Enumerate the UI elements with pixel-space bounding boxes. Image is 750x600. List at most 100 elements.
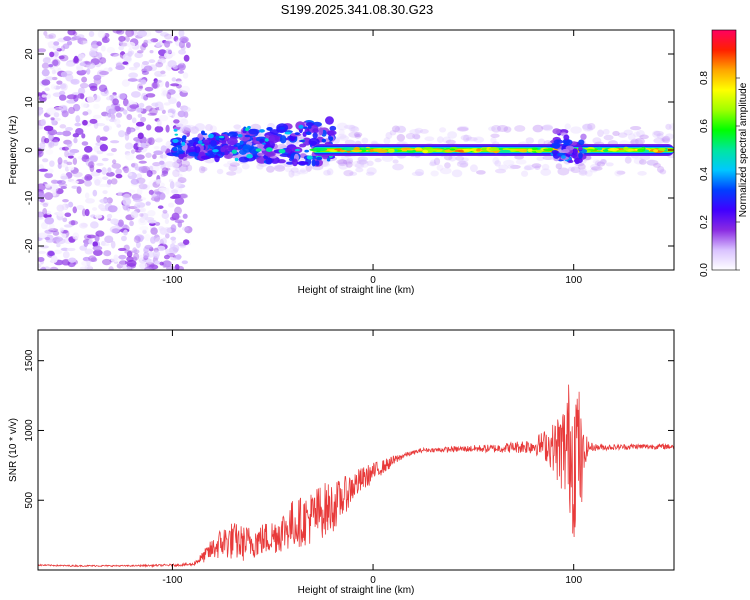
spectrogram-blob — [443, 154, 453, 161]
spectrogram-blob — [662, 135, 671, 144]
spectrogram-blob — [88, 255, 97, 262]
spectrogram-blob — [182, 72, 189, 79]
spectrogram-blob — [139, 213, 144, 217]
spectrogram-blob — [165, 124, 170, 133]
spectrogram-blob — [79, 62, 87, 67]
spectrogram-blob — [136, 187, 143, 196]
spectrogram-blob — [492, 156, 500, 165]
spectrogram-blob — [111, 228, 120, 234]
spectrogram-blob — [140, 79, 147, 85]
spectrogram-blob — [155, 42, 161, 48]
spectrogram-blob — [244, 134, 251, 138]
spectrogram-blob — [175, 145, 183, 148]
spectrogram-blob — [178, 49, 186, 55]
spectrogram-blob — [146, 170, 153, 178]
spectrogram-blob — [84, 61, 92, 65]
spectrogram-blob — [115, 173, 123, 179]
spectrogram-blob — [323, 169, 331, 176]
spectrogram-blob — [590, 163, 601, 171]
spectrogram-blob — [561, 148, 570, 154]
spectrogram-blob — [173, 119, 180, 124]
spectrogram-blob — [101, 167, 107, 175]
spectrogram-blob — [65, 127, 74, 131]
spectrogram-blob — [81, 76, 88, 83]
spectrogram-blob — [392, 163, 404, 171]
spectrogram-blob — [119, 258, 126, 267]
spectrogram-blob — [101, 36, 110, 44]
spectrogram-blob — [107, 217, 112, 222]
spectrogram-blob — [634, 137, 645, 145]
spectrogram-blob — [88, 238, 93, 245]
spectrogram-blob — [153, 145, 160, 150]
spectrogram-blob — [39, 201, 50, 206]
spectrogram-blob — [577, 163, 586, 170]
spectrogram-blob — [118, 35, 126, 42]
spectrogram-blob — [442, 136, 451, 144]
spectrogram-blob — [376, 149, 389, 153]
spectrogram-blob — [130, 162, 139, 169]
spectrogram-blob — [137, 132, 144, 140]
spectrogram-y-tick-label: -20 — [24, 238, 35, 253]
spectrogram-blob — [224, 150, 229, 156]
spectrogram-blob — [162, 260, 172, 268]
spectrogram-blob — [53, 51, 59, 57]
spectrogram-blob — [99, 57, 107, 64]
spectrogram-blob — [357, 156, 366, 162]
spectrogram-y-label: Frequency (Hz) — [8, 116, 19, 185]
spectrogram-blob — [134, 166, 144, 171]
spectrogram-blob — [499, 149, 511, 153]
spectrogram-blob — [148, 180, 157, 188]
spectrogram-blob — [47, 251, 55, 257]
spectrogram-blob — [41, 68, 50, 77]
spectrogram-blob — [503, 159, 515, 166]
spectrogram-blob — [72, 232, 80, 240]
spectrogram-blob — [444, 162, 451, 169]
spectrogram-blob — [139, 207, 147, 213]
spectrogram-blob — [68, 151, 75, 156]
snr-panel: -100 0 100 500 1000 1500 Height of straight … — [8, 329, 675, 596]
spectrogram-blob — [162, 90, 168, 96]
spectrogram-blob — [93, 145, 100, 153]
spectrogram-blob — [659, 169, 667, 175]
spectrogram-blob — [174, 219, 185, 224]
spectrogram-blob — [155, 179, 161, 185]
spectrogram-blob — [356, 159, 368, 165]
spectrogram-blob — [92, 241, 99, 248]
spectrogram-blob — [126, 266, 132, 270]
spectrogram-blob — [57, 180, 66, 185]
spectrogram-blob — [40, 266, 46, 270]
spectrogram-blob — [369, 148, 374, 153]
spectrogram-blob — [128, 72, 139, 79]
spectrogram-blob — [514, 125, 526, 132]
spectrogram-blob — [412, 133, 421, 140]
snr-frame — [37, 329, 675, 571]
spectrogram-blob — [307, 124, 312, 129]
spectrogram-blob — [366, 160, 374, 167]
spectrogram-blob — [578, 169, 588, 176]
colorbar-ticks: 0.0 0.2 0.4 0.6 0.8 — [699, 71, 740, 277]
spectrogram-blob — [294, 148, 300, 152]
spectrogram-blob — [657, 147, 666, 151]
spectrogram-blob — [78, 40, 84, 45]
spectrogram-blob — [123, 165, 130, 174]
spectrogram-blob — [515, 159, 527, 165]
spectrogram-y-tick-label: 10 — [24, 96, 35, 108]
spectrogram-blob — [63, 224, 73, 228]
spectrogram-x-tick-label: 100 — [565, 275, 582, 286]
spectrogram-blob — [150, 38, 159, 43]
spectrogram-blob — [111, 163, 122, 169]
spectrogram-blob — [389, 130, 397, 136]
spectrogram-blob — [298, 124, 304, 129]
spectrogram-blob — [83, 145, 93, 153]
spectrogram-blob — [177, 173, 183, 179]
spectrogram-blob — [279, 135, 287, 144]
spectrogram-blob — [99, 143, 108, 152]
spectrogram-blob — [68, 166, 75, 171]
spectrogram-blob — [170, 83, 180, 87]
spectrogram-x-tick-label: 0 — [370, 275, 376, 286]
spectrogram-blob — [152, 153, 157, 160]
spectrogram-blob — [170, 236, 177, 241]
spectrogram-blob — [86, 68, 91, 75]
spectrogram-blob — [156, 79, 164, 88]
spectrogram-blob — [381, 154, 394, 163]
